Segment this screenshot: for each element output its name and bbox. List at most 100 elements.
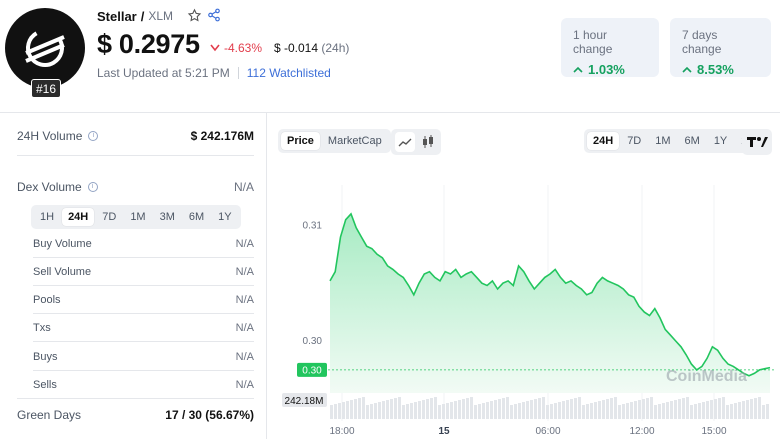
volume-bar xyxy=(766,404,769,419)
volume-bar xyxy=(426,399,429,419)
volume-bar xyxy=(386,400,389,419)
stat-value: N/A xyxy=(235,266,254,278)
volume-bar xyxy=(650,397,653,419)
volume-bar xyxy=(370,404,373,419)
range-7d[interactable]: 7D xyxy=(102,211,117,223)
volume-bar xyxy=(450,402,453,419)
mode-price[interactable]: Price xyxy=(281,132,320,150)
candlestick-icon[interactable] xyxy=(418,132,438,152)
current-price: $ 0.2975 xyxy=(97,29,200,59)
volume-bar xyxy=(418,401,421,419)
volume-bar xyxy=(606,399,609,419)
info-icon[interactable]: i xyxy=(88,131,99,141)
volume-bar xyxy=(654,405,657,419)
volume-bar xyxy=(686,397,689,419)
line-chart-icon[interactable] xyxy=(395,132,415,152)
volume-bar xyxy=(626,403,629,419)
mode-marketcap[interactable]: MarketCap xyxy=(327,135,382,147)
range-6m[interactable]: 6M xyxy=(188,211,205,223)
volume-bar xyxy=(374,403,377,419)
volume-bar xyxy=(422,400,425,419)
volume-bar xyxy=(746,400,749,419)
kpi-label: 7 days change xyxy=(682,28,722,56)
coin-logo xyxy=(5,8,85,88)
stat-buy-volume: Buy Volume N/A xyxy=(33,238,254,250)
stat-value: $ 242.176M xyxy=(190,129,254,143)
volume-bars xyxy=(330,397,769,419)
volume-bar xyxy=(414,402,417,419)
volume-bar xyxy=(662,403,665,419)
last-updated: Last Updated at 5:21 PM xyxy=(97,66,230,80)
stat-divider xyxy=(33,370,254,371)
volume-bar xyxy=(590,403,593,419)
volume-bar xyxy=(642,399,645,419)
coin-slash: / xyxy=(140,8,145,24)
price-chart[interactable]: CoinMedia 0.30 242.18M 18:00 15 06:00 12:00… xyxy=(278,125,778,439)
volume-bar xyxy=(706,401,709,419)
stat-label: Buy Volume xyxy=(33,238,92,250)
volume-bar xyxy=(666,402,669,419)
chart-range-6m[interactable]: 6M xyxy=(684,135,700,147)
x-tick-label: 12:00 xyxy=(629,426,654,437)
stat-value: 17 / 30 (56.67%) xyxy=(165,408,254,422)
stat-label: Sell Volume xyxy=(33,266,92,278)
stat-divider xyxy=(17,155,254,156)
volume-bar xyxy=(546,405,549,419)
price-area xyxy=(330,213,770,393)
volume-tag xyxy=(282,393,327,407)
stat-value: N/A xyxy=(235,322,254,334)
range-24h[interactable]: 24H xyxy=(62,208,95,226)
stat-label: Pools xyxy=(33,294,61,306)
info-icon[interactable]: i xyxy=(87,182,98,192)
stat-divider xyxy=(33,341,254,342)
chart-range-1y[interactable]: 1Y xyxy=(713,135,728,147)
coin-symbol: XLM xyxy=(148,9,174,23)
range-1h[interactable]: 1H xyxy=(40,211,55,223)
volume-bar xyxy=(754,398,757,419)
volume-bar xyxy=(674,400,677,419)
price-change-percent: -4.63% xyxy=(210,41,262,55)
volume-bar xyxy=(562,401,565,419)
chart-range-1m[interactable]: 1M xyxy=(655,135,671,147)
volume-bar xyxy=(570,399,573,419)
volume-bar xyxy=(458,400,461,419)
chart-range-7d[interactable]: 7D xyxy=(627,135,642,147)
volume-bar xyxy=(634,401,637,419)
volume-bar xyxy=(526,401,529,419)
star-icon[interactable] xyxy=(187,8,203,24)
volume-bar xyxy=(410,403,413,419)
chart-range-24h[interactable]: 24H xyxy=(587,132,620,150)
volume-bar xyxy=(726,405,729,419)
volume-bar xyxy=(434,397,437,419)
volume-bar xyxy=(622,404,625,419)
volume-bar xyxy=(518,403,521,419)
range-1y[interactable]: 1Y xyxy=(218,211,232,223)
volume-bar xyxy=(542,397,545,419)
chart-range-selector: 24H 7D 1M 6M 1Y 2Y xyxy=(584,129,764,153)
volume-bar xyxy=(554,403,557,419)
chart-mode-selector: Price MarketCap xyxy=(278,129,391,153)
volume-bar xyxy=(494,400,497,419)
volume-bar xyxy=(610,398,613,419)
stat-label: Green Days xyxy=(17,408,82,422)
stat-value: N/A xyxy=(235,238,254,250)
stat-txs: Txs N/A xyxy=(33,322,254,334)
volume-bar xyxy=(338,403,341,419)
volume-bar xyxy=(718,398,721,419)
volume-bar xyxy=(534,399,537,419)
share-icon[interactable] xyxy=(207,8,223,24)
change-abs-value: $ -0.014 xyxy=(274,41,319,55)
range-3m[interactable]: 3M xyxy=(159,211,175,223)
tradingview-button[interactable] xyxy=(742,129,772,155)
dex-range-selector: 1H 24H 7D 1M 3M 6M 1Y xyxy=(31,205,241,229)
stellar-logo-icon xyxy=(25,29,65,67)
watchlisted-link[interactable]: 112 Watchlisted xyxy=(246,66,331,80)
range-1m[interactable]: 1M xyxy=(130,211,146,223)
chevron-up-icon xyxy=(682,66,692,73)
y-tick-label: 0.31 xyxy=(303,220,323,231)
chart-style-selector xyxy=(391,129,441,155)
stat-dex-volume: Dex Volume i N/A xyxy=(17,180,254,194)
stat-divider xyxy=(33,313,254,314)
volume-bar xyxy=(566,400,569,419)
volume-bar xyxy=(478,404,481,419)
